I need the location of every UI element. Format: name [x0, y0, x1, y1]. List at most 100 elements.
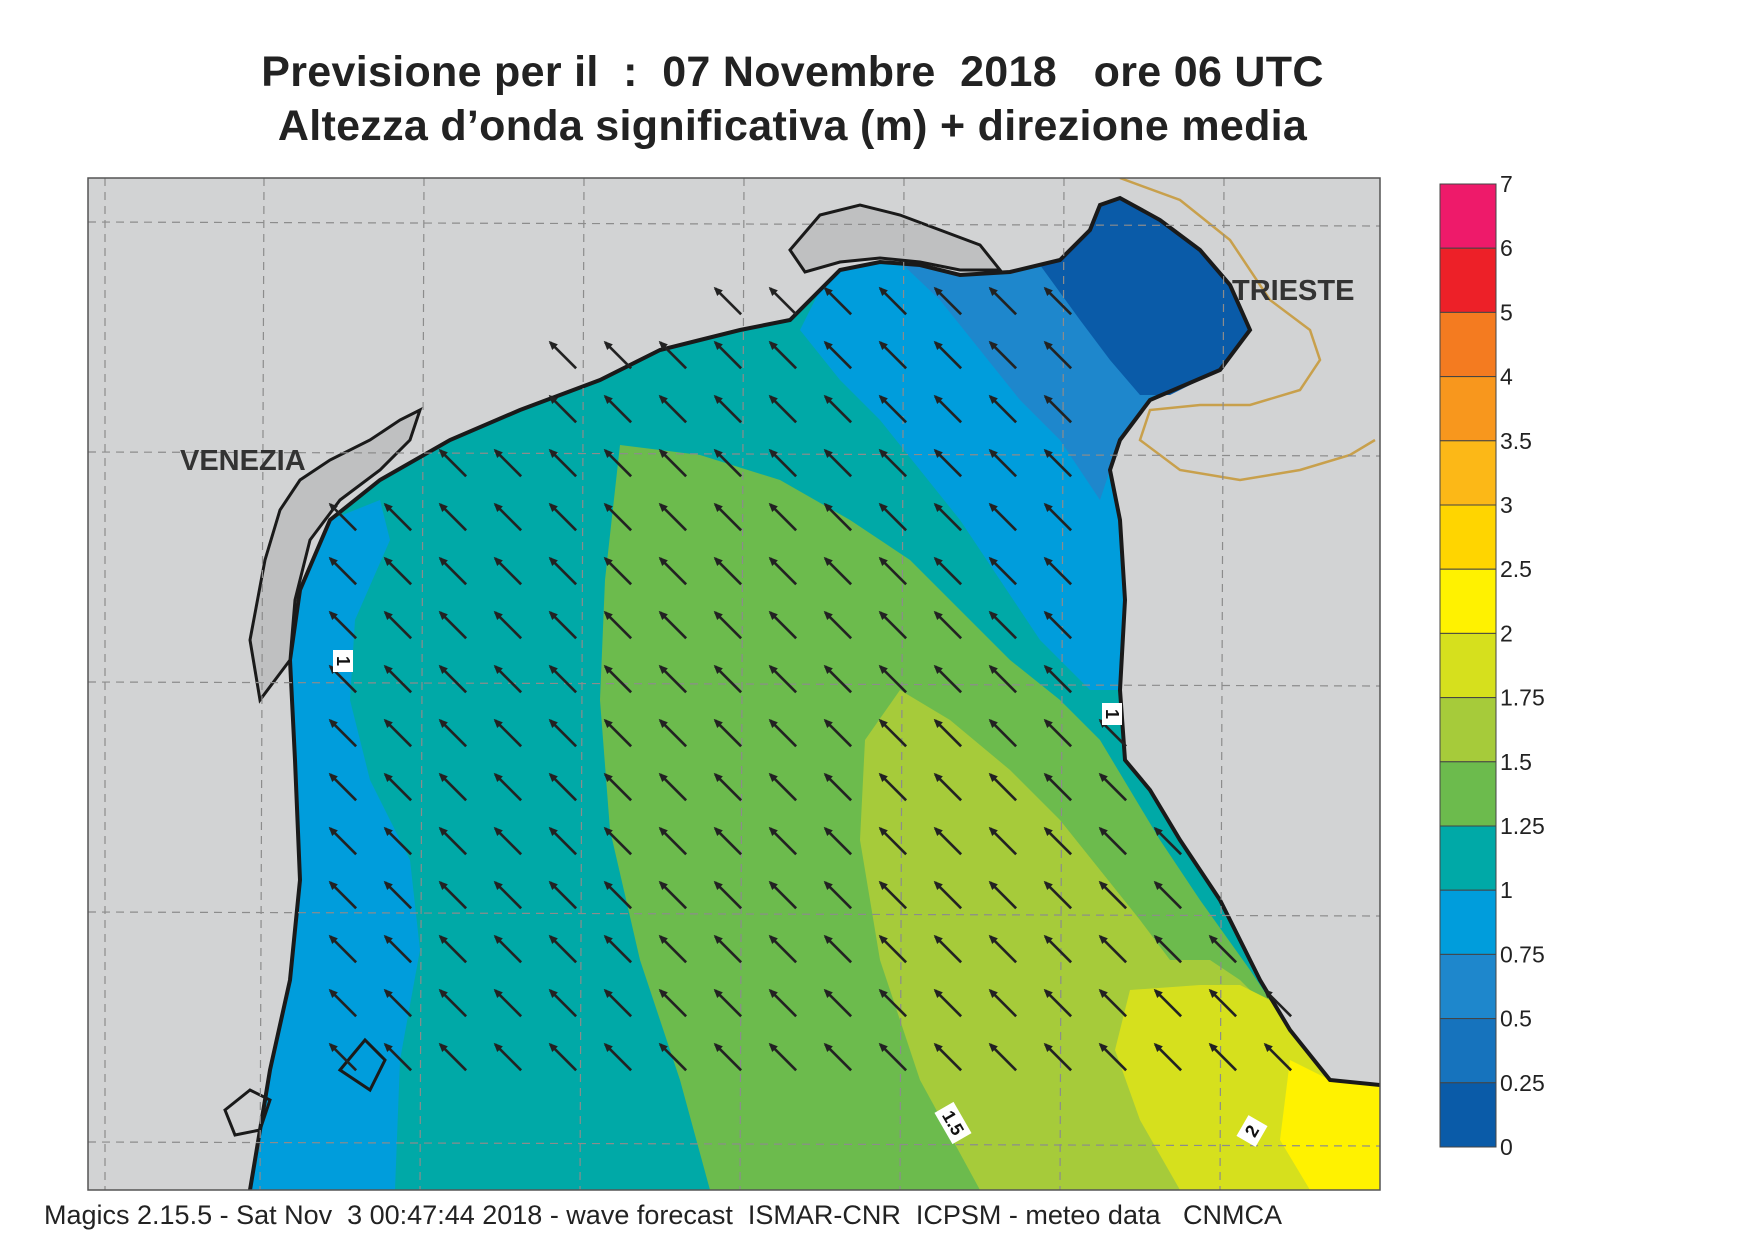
wave-arrow	[1098, 826, 1128, 856]
wave-arrow	[713, 772, 743, 802]
wave-arrow	[823, 934, 853, 964]
wave-arrow	[823, 826, 853, 856]
wave-arrow	[548, 934, 578, 964]
wave-arrow	[493, 556, 523, 586]
wave-arrow	[823, 880, 853, 910]
wave-arrow	[1043, 286, 1073, 316]
wave-arrow	[548, 556, 578, 586]
wave-arrow	[878, 1042, 908, 1072]
wave-arrow	[493, 880, 523, 910]
wave-arrow	[383, 1042, 413, 1072]
wave-arrow	[383, 772, 413, 802]
legend-swatch	[1439, 825, 1497, 891]
wave-arrow	[1043, 934, 1073, 964]
wave-arrow	[328, 772, 358, 802]
wave-arrow	[713, 880, 743, 910]
legend-label: 1	[1500, 877, 1513, 903]
wave-arrow	[1098, 772, 1128, 802]
wave-arrow	[988, 772, 1018, 802]
wave-arrow	[328, 826, 358, 856]
wave-arrow	[988, 1042, 1018, 1072]
wave-arrow	[988, 988, 1018, 1018]
wave-arrow	[493, 502, 523, 532]
wave-arrow	[493, 988, 523, 1018]
legend-swatch	[1439, 697, 1497, 763]
wave-arrow	[658, 826, 688, 856]
legend-swatch	[1439, 953, 1497, 1020]
wave-arrow	[713, 718, 743, 748]
wave-arrow	[878, 394, 908, 424]
wave-arrow	[658, 1042, 688, 1072]
legend-swatch	[1439, 1018, 1497, 1084]
wave-arrow	[933, 826, 963, 856]
legend-swatch	[1439, 761, 1497, 827]
wave-arrow	[768, 556, 798, 586]
wave-arrow	[1098, 1042, 1128, 1072]
wave-arrow	[438, 718, 468, 748]
wave-arrow	[933, 448, 963, 478]
wave-arrow	[933, 772, 963, 802]
wave-arrow	[988, 448, 1018, 478]
wave-arrow	[768, 880, 798, 910]
wave-arrow	[823, 286, 853, 316]
wave-arrow	[1043, 1042, 1073, 1072]
wave-arrow	[603, 502, 633, 532]
wave-arrow	[878, 448, 908, 478]
map-frame	[87, 177, 1381, 1191]
legend-swatch	[1439, 1082, 1497, 1148]
wave-arrow	[328, 1042, 358, 1072]
wave-arrow	[1263, 988, 1293, 1018]
wave-arrow	[383, 502, 413, 532]
wave-arrow	[988, 826, 1018, 856]
wave-arrow	[658, 718, 688, 748]
wave-arrow	[988, 394, 1018, 424]
wave-arrow	[493, 1042, 523, 1072]
wave-arrow	[328, 880, 358, 910]
grado-lagoon	[788, 203, 1004, 274]
wave-arrow	[878, 286, 908, 316]
wave-arrow	[768, 340, 798, 370]
venice-lagoon	[248, 407, 423, 704]
wave-arrow	[933, 988, 963, 1018]
wave-arrow	[438, 880, 468, 910]
wave-arrow	[493, 610, 523, 640]
legend-swatch	[1439, 247, 1497, 313]
legend-label: 3	[1500, 492, 1513, 518]
wave-arrow	[383, 718, 413, 748]
wave-arrow	[328, 502, 358, 532]
wave-arrow	[1098, 934, 1128, 964]
wave-arrow	[658, 772, 688, 802]
wave-arrow	[603, 610, 633, 640]
legend-label: 0.25	[1500, 1070, 1545, 1096]
wave-arrow	[603, 718, 633, 748]
wave-arrow	[383, 988, 413, 1018]
legend-label: 2	[1500, 620, 1513, 646]
wave-direction-arrows	[328, 286, 1293, 1072]
wave-arrow	[658, 664, 688, 694]
wave-arrow	[548, 772, 578, 802]
legend-swatch	[1439, 376, 1497, 442]
wave-arrow	[658, 340, 688, 370]
wave-arrow	[548, 394, 578, 424]
legend-swatch	[1439, 632, 1497, 699]
wave-arrow	[713, 988, 743, 1018]
wave-arrow	[548, 1042, 578, 1072]
wave-arrow	[328, 988, 358, 1018]
legend-swatch	[1439, 311, 1497, 378]
wave-arrow	[603, 556, 633, 586]
wave-arrow	[878, 340, 908, 370]
wave-arrow	[933, 286, 963, 316]
footer-credits: Magics 2.15.5 - Sat Nov 3 00:47:44 2018 …	[44, 1200, 1282, 1230]
wave-arrow	[1043, 394, 1073, 424]
wave-arrow	[493, 934, 523, 964]
wave-arrow	[438, 934, 468, 964]
wave-arrow	[658, 880, 688, 910]
wave-arrow	[548, 340, 578, 370]
wave-arrow	[438, 664, 468, 694]
wave-arrow	[933, 556, 963, 586]
wave-arrow	[1043, 610, 1073, 640]
wave-arrow	[988, 664, 1018, 694]
wave-arrow	[383, 880, 413, 910]
wave-arrow	[713, 556, 743, 586]
